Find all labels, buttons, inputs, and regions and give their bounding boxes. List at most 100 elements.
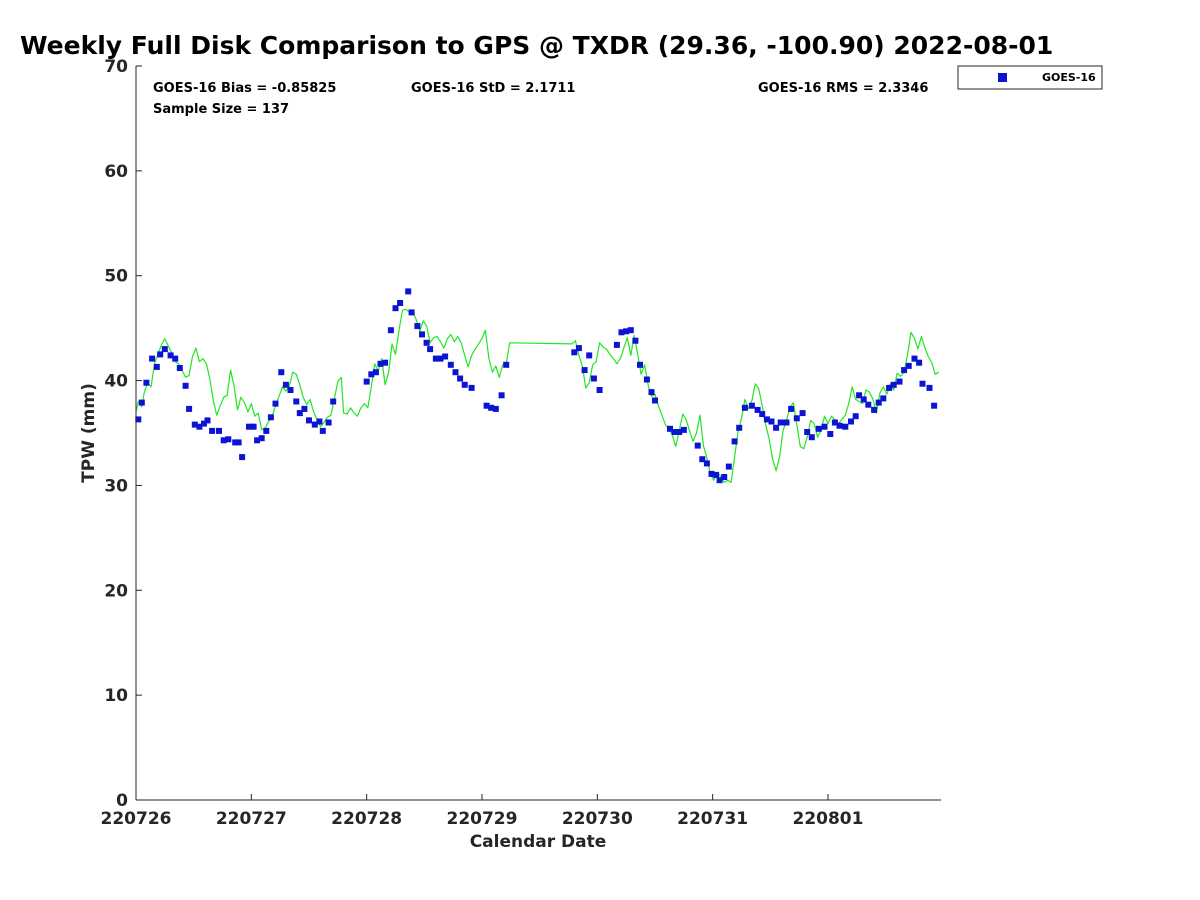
goes-16-point-35 [301,405,308,412]
goes-16-point-22 [239,454,246,461]
goes-16-point-23 [246,423,252,430]
goes-16-point-43 [368,371,375,378]
goes-16-point-92 [713,471,720,478]
goes-16-point-29 [272,400,279,407]
goes-16-point-34 [296,410,303,417]
goes-16-point-110 [804,429,811,435]
goes-16-point-127 [890,381,897,388]
goes-16-point-100 [754,406,761,413]
goes-16-point-65 [488,404,495,411]
goes-16-point-77 [623,328,630,335]
goes-16-point-42 [363,378,370,385]
x-tick-label-220728: 220728 [331,809,402,829]
chart-title: Weekly Full Disk Comparison to GPS @ TXD… [20,31,1053,60]
goes-16-point-39 [319,427,326,434]
goes-16-point-36 [306,417,312,424]
goes-16-point-18 [220,437,227,444]
x-tick-label-220731: 220731 [677,809,748,829]
goes-16-point-67 [498,392,505,399]
goes-16-point-30 [278,369,285,376]
goes-16-point-112 [815,425,822,432]
x-tick-label-220729: 220729 [446,809,517,829]
goes-16-point-1 [138,399,145,406]
y-tick-label-0: 0 [116,791,128,811]
goes-16-point-95 [725,463,732,470]
x-tick-label-220801: 220801 [792,809,863,829]
goes-16-point-52 [414,323,421,329]
goes-16-point-90 [703,460,710,467]
goes-16-point-5 [157,351,164,358]
goes-16-point-57 [437,355,444,362]
bias-stat: GOES-16 Bias = -0.85825 [153,81,336,96]
goes-16-point-31 [282,381,289,388]
goes-16-point-122 [865,401,872,408]
goes-16-point-33 [293,398,300,405]
goes-16-point-15 [204,417,211,424]
goes-16-point-97 [736,424,743,431]
goes-16-point-54 [423,339,430,346]
y-tick-label-60: 60 [104,162,128,182]
goes-16-point-130 [905,362,912,369]
goes-16-point-69 [571,349,578,356]
goes-16-point-116 [836,422,843,429]
goes-16-point-19 [225,436,232,443]
goes-16-point-9 [176,365,183,371]
goes-16-point-74 [596,387,603,393]
x-tick-label-220726: 220726 [101,809,172,829]
goes-16-point-109 [799,410,806,417]
goes-16-point-133 [919,380,926,387]
goes-16-point-82 [648,389,655,396]
goes-16-point-103 [768,418,775,425]
goes-16-point-125 [880,395,887,402]
goes-16-point-94 [721,474,728,480]
goes-16-point-132 [916,359,923,366]
goes-16-point-115 [831,419,838,426]
legend-box [957,65,1103,90]
goes-16-point-44 [372,369,379,376]
goes-16-point-135 [931,402,938,409]
y-axis-label: TPW (mm) [79,383,99,483]
goes-16-point-104 [773,424,780,431]
goes-16-point-21 [235,439,242,446]
goes-16-point-117 [842,423,849,430]
x-axis-label: Calendar Date [470,832,607,852]
y-tick-label-30: 30 [104,476,128,496]
y-tick-label-40: 40 [104,372,128,392]
y-tick-label-10: 10 [104,686,128,706]
goes-16-point-11 [186,405,193,412]
goes-16-point-55 [427,346,434,353]
goes-16-point-121 [860,396,867,403]
goes-16-point-119 [852,413,859,420]
goes-16-point-48 [392,305,399,312]
goes-16-point-2 [143,379,150,386]
goes-16-point-64 [483,402,490,409]
goes-16-point-81 [643,376,650,383]
sample-size-stat: Sample Size = 137 [153,102,289,117]
goes-16-point-26 [258,435,265,442]
goes-16-point-4 [153,363,160,370]
goes-16-point-96 [731,438,738,445]
goes-16-point-16 [209,427,216,434]
y-tick-label-20: 20 [104,581,128,601]
goes-16-point-88 [694,442,701,449]
goes-16-point-108 [793,415,800,422]
goes-16-point-80 [637,361,643,368]
goes-16-point-13 [196,423,203,430]
goes-16-point-10 [182,382,189,389]
goes-16-point-79 [632,337,639,344]
goes-16-point-45 [377,360,384,367]
goes-16-point-50 [405,288,412,295]
legend-goes-16-marker [998,73,1007,82]
rms-stat: GOES-16 RMS = 2.3346 [758,81,928,96]
goes-16-point-98 [741,404,748,411]
goes-16-point-7 [167,352,174,359]
goes-16-point-61 [457,375,464,382]
goes-16-point-58 [442,353,449,360]
goes-16-point-111 [808,434,815,441]
goes-16-point-86 [676,429,683,435]
goes-16-point-3 [149,355,156,362]
goes-16-point-123 [871,406,878,413]
goes-16-point-101 [759,411,766,418]
goes-16-point-68 [503,361,510,368]
goes-16-point-128 [896,378,903,385]
